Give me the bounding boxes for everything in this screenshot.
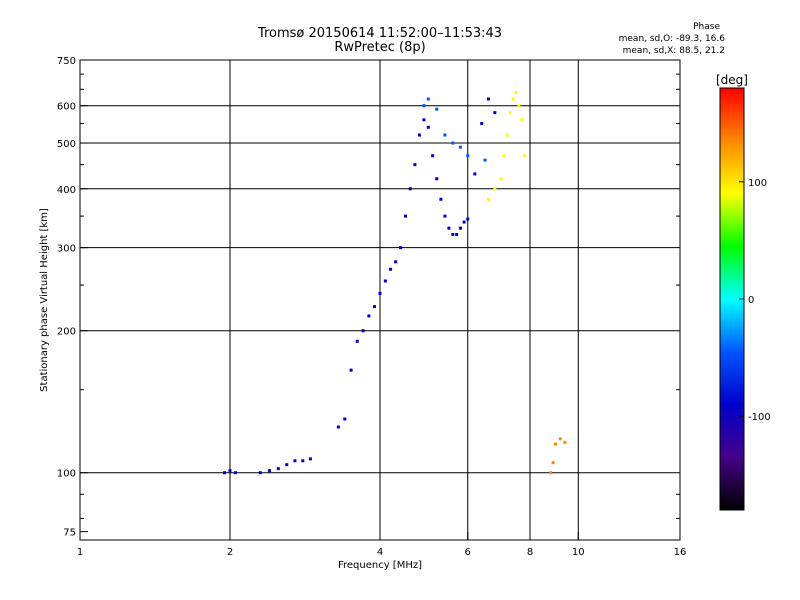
data-point bbox=[258, 471, 262, 475]
phase-stat-o: mean, sd,O: -89.3, 16.6 bbox=[618, 34, 725, 44]
colorbar-tick-label: 0 bbox=[748, 295, 754, 306]
data-point bbox=[426, 125, 430, 129]
phase-stat-x: mean, sd,X: 88.5, 21.2 bbox=[622, 46, 725, 56]
data-point bbox=[466, 154, 470, 158]
data-point bbox=[455, 232, 459, 236]
data-point bbox=[276, 467, 280, 471]
x-tick-label: 8 bbox=[527, 547, 533, 558]
data-point bbox=[403, 214, 407, 218]
y-tick-label: 400 bbox=[57, 185, 76, 196]
data-point bbox=[293, 459, 297, 463]
data-point bbox=[480, 122, 484, 126]
data-point bbox=[549, 471, 553, 475]
data-point bbox=[443, 133, 447, 137]
data-point bbox=[435, 107, 439, 111]
data-point bbox=[378, 291, 382, 295]
data-point bbox=[361, 329, 365, 333]
data-point bbox=[511, 97, 515, 101]
x-tick-label: 6 bbox=[465, 547, 471, 558]
data-point bbox=[285, 463, 289, 467]
data-point bbox=[458, 226, 462, 230]
x-tick-label: 1 bbox=[77, 547, 83, 558]
data-point bbox=[451, 141, 455, 145]
x-tick-label: 16 bbox=[674, 547, 687, 558]
data-point bbox=[505, 133, 509, 137]
colorbar-tick-label: -100 bbox=[748, 412, 771, 423]
data-point bbox=[499, 177, 503, 181]
data-point bbox=[373, 305, 377, 309]
x-axis-label: Frequency [MHz] bbox=[338, 560, 422, 571]
chart-title: Tromsø 20150614 11:52:00–11:53:43 bbox=[257, 26, 503, 41]
data-point bbox=[558, 437, 562, 441]
data-point bbox=[301, 459, 305, 463]
data-point bbox=[473, 172, 477, 176]
y-tick-label: 750 bbox=[57, 56, 76, 67]
data-point bbox=[439, 197, 443, 201]
data-point bbox=[517, 104, 521, 108]
data-point bbox=[451, 232, 455, 236]
data-point bbox=[367, 314, 371, 318]
data-point bbox=[408, 187, 412, 191]
data-point bbox=[514, 90, 518, 94]
data-point bbox=[233, 471, 237, 475]
data-point bbox=[486, 97, 490, 101]
data-point bbox=[223, 471, 227, 475]
data-point bbox=[426, 97, 430, 101]
data-point bbox=[493, 187, 497, 191]
y-tick-label: 75 bbox=[63, 528, 76, 539]
data-point bbox=[422, 118, 426, 122]
data-point bbox=[508, 111, 512, 115]
y-tick-label: 300 bbox=[57, 244, 76, 255]
data-point bbox=[435, 177, 439, 181]
data-point bbox=[417, 133, 421, 137]
x-tick-label: 10 bbox=[572, 547, 585, 558]
data-point bbox=[551, 461, 555, 465]
y-tick-label: 600 bbox=[57, 102, 76, 113]
data-point bbox=[267, 469, 271, 473]
y-tick-label: 100 bbox=[57, 469, 76, 480]
data-point bbox=[399, 246, 403, 250]
data-point bbox=[343, 417, 347, 421]
data-point bbox=[422, 104, 426, 108]
data-point bbox=[355, 339, 359, 343]
data-point bbox=[228, 469, 232, 473]
x-tick-label: 4 bbox=[377, 547, 383, 558]
data-point bbox=[447, 226, 451, 230]
data-point bbox=[389, 267, 393, 271]
phase-legend-title: Phase bbox=[693, 22, 720, 32]
data-point bbox=[431, 154, 435, 158]
data-point bbox=[308, 457, 312, 461]
y-axis-label: Stationary phase Virtual Height [km] bbox=[39, 208, 50, 392]
data-point bbox=[462, 220, 466, 224]
data-point bbox=[466, 217, 470, 221]
data-point bbox=[523, 154, 527, 158]
data-point bbox=[349, 368, 353, 372]
data-point bbox=[486, 197, 490, 201]
data-point bbox=[520, 118, 524, 122]
y-tick-label: 500 bbox=[57, 139, 76, 150]
colorbar-label: [deg] bbox=[716, 73, 748, 87]
data-point bbox=[553, 442, 557, 446]
y-tick-label: 200 bbox=[57, 327, 76, 338]
data-point bbox=[336, 425, 340, 429]
data-point bbox=[563, 440, 567, 444]
data-point bbox=[443, 214, 447, 218]
x-tick-label: 2 bbox=[227, 547, 233, 558]
data-point bbox=[483, 158, 487, 162]
data-point bbox=[413, 163, 417, 167]
colorbar-tick-label: 100 bbox=[748, 178, 767, 189]
data-point bbox=[458, 145, 462, 149]
data-point bbox=[394, 260, 398, 264]
data-point bbox=[493, 111, 497, 115]
chart-subtitle: RwPretec (8p) bbox=[334, 40, 426, 55]
data-point bbox=[383, 279, 387, 283]
data-point bbox=[502, 154, 506, 158]
